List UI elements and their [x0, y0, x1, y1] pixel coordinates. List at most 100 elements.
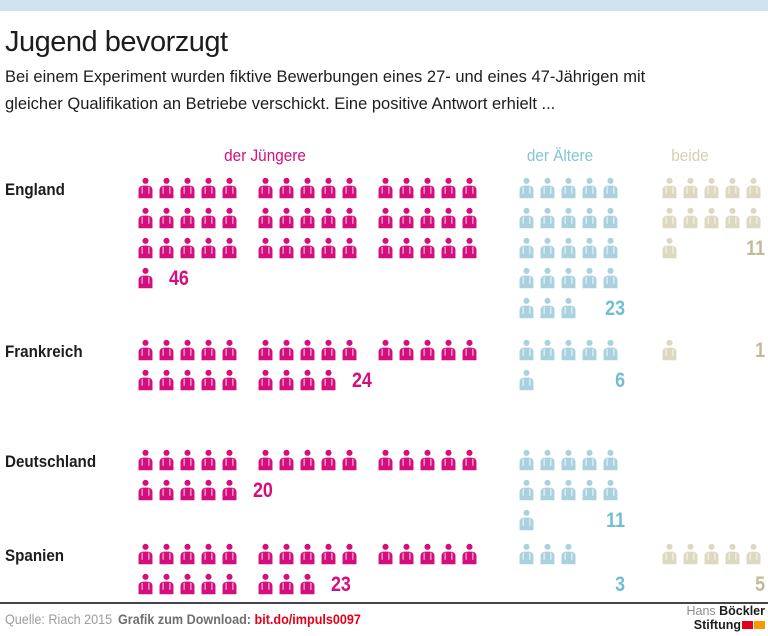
person-icon	[299, 206, 316, 230]
person-icon	[377, 542, 394, 566]
person-icon	[278, 176, 295, 200]
page-title-text: Jugend bevorzugt	[5, 26, 228, 58]
person-icon	[682, 176, 699, 200]
person-icon	[703, 542, 720, 566]
person-icon	[200, 542, 217, 566]
value-label-spanien-aeltere: 3	[615, 573, 625, 596]
person-icon	[278, 206, 295, 230]
person-icon	[341, 542, 358, 566]
person-icon	[257, 572, 274, 596]
person-icon	[560, 176, 577, 200]
person-icon	[221, 572, 238, 596]
person-icon	[221, 338, 238, 362]
person-icon	[320, 206, 337, 230]
person-icon	[221, 448, 238, 472]
person-icon	[560, 206, 577, 230]
person-icon	[581, 448, 598, 472]
person-icon	[137, 368, 154, 392]
person-icon	[745, 176, 762, 200]
person-icon	[179, 478, 196, 502]
person-icon	[703, 176, 720, 200]
person-icon	[158, 206, 175, 230]
person-icon	[257, 236, 274, 260]
person-icon	[398, 206, 415, 230]
legend-label-der-juengere: der Jüngere	[224, 146, 306, 165]
person-icon	[341, 206, 358, 230]
legend-label-der-aeltere: der Ältere	[526, 146, 594, 165]
person-icon	[581, 266, 598, 290]
person-icon	[179, 206, 196, 230]
person-icon	[320, 368, 337, 392]
subtitle-line-1: Bei einem Experiment wurden fiktive Bewe…	[5, 68, 646, 86]
person-icon	[724, 542, 741, 566]
person-icon	[419, 236, 436, 260]
person-icon	[419, 338, 436, 362]
person-icon	[179, 448, 196, 472]
person-icon	[137, 236, 154, 260]
page-title: Jugend bevorzugt	[5, 26, 228, 59]
person-icon	[539, 448, 556, 472]
person-icon	[179, 176, 196, 200]
person-icon	[539, 478, 556, 502]
value-label-england-aeltere: 23	[605, 297, 625, 320]
person-icon	[398, 176, 415, 200]
person-icon	[745, 542, 762, 566]
person-icon	[560, 478, 577, 502]
person-icon	[137, 448, 154, 472]
download-link[interactable]: bit.do/impuls0097	[254, 611, 361, 627]
person-icon	[137, 572, 154, 596]
person-icon	[461, 542, 478, 566]
person-icon	[299, 542, 316, 566]
logo-line-2: Stiftung	[686, 618, 765, 633]
person-icon	[745, 206, 762, 230]
person-icon	[440, 338, 457, 362]
person-icon	[158, 448, 175, 472]
person-icon	[221, 478, 238, 502]
person-icon	[200, 478, 217, 502]
person-icon	[518, 236, 535, 260]
person-icon	[539, 176, 556, 200]
person-icon	[137, 176, 154, 200]
person-icon	[518, 338, 535, 362]
value-label-england-beide: 11	[746, 237, 765, 260]
person-icon	[602, 236, 619, 260]
logo-hans: Hans	[686, 604, 716, 618]
person-icon	[377, 176, 394, 200]
person-icon	[158, 236, 175, 260]
person-icon	[539, 542, 556, 566]
person-icon	[278, 572, 295, 596]
person-icon	[560, 266, 577, 290]
person-icon	[724, 206, 741, 230]
footer-divider	[0, 602, 768, 604]
person-icon	[341, 176, 358, 200]
download-note: Grafik zum Download: bit.do/impuls0097	[118, 611, 361, 627]
person-icon	[602, 206, 619, 230]
person-icon	[377, 448, 394, 472]
person-icon	[221, 206, 238, 230]
person-icon	[518, 448, 535, 472]
person-icon	[419, 176, 436, 200]
person-icon	[158, 542, 175, 566]
person-icon	[221, 368, 238, 392]
person-icon	[179, 236, 196, 260]
value-label-spanien-juengere: 23	[331, 573, 351, 596]
person-icon	[320, 448, 337, 472]
person-icon	[539, 338, 556, 362]
person-icon	[137, 206, 154, 230]
person-icon	[440, 176, 457, 200]
value-label-spanien-beide: 5	[755, 573, 765, 596]
logo-orange-block	[754, 620, 765, 629]
person-icon	[179, 368, 196, 392]
person-icon	[461, 206, 478, 230]
person-icon	[320, 236, 337, 260]
person-icon	[560, 542, 577, 566]
row-label-frankreich: Frankreich	[5, 343, 83, 361]
person-icon	[398, 338, 415, 362]
person-icon	[602, 448, 619, 472]
person-icon	[419, 542, 436, 566]
value-label-frankreich-juengere: 24	[352, 369, 372, 392]
person-icon	[257, 448, 274, 472]
hans-boeckler-stiftung-logo: Hans Böckler Stiftung	[686, 604, 765, 633]
person-icon	[419, 448, 436, 472]
